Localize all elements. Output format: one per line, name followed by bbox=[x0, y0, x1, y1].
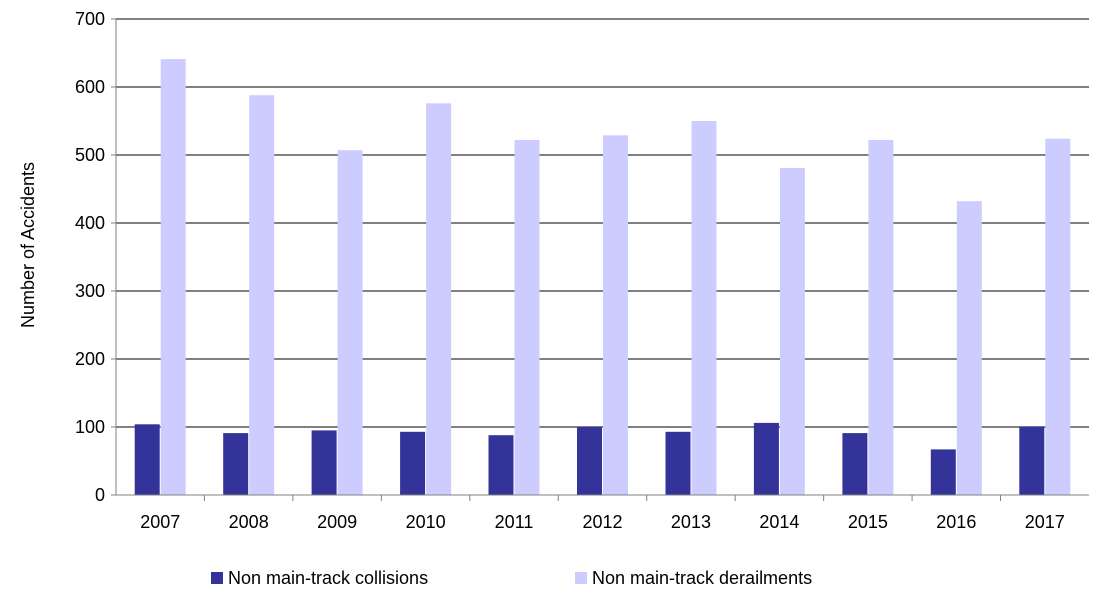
bar-collisions-2012 bbox=[577, 427, 602, 495]
y-axis-ticks: 0 100 200 300 400 500 600 700 bbox=[75, 9, 116, 505]
x-tick-label-2007: 2007 bbox=[140, 512, 180, 532]
y-tick-label: 500 bbox=[75, 145, 105, 165]
bar-derailments-2007 bbox=[160, 59, 186, 495]
bars bbox=[134, 59, 1071, 496]
y-tick-label: 300 bbox=[75, 281, 105, 301]
bar-collisions-2010 bbox=[400, 431, 426, 495]
y-tick-label: 200 bbox=[75, 349, 105, 369]
bar-collisions-2016 bbox=[930, 449, 956, 495]
bar-collisions-2008 bbox=[223, 433, 249, 495]
plot-area bbox=[116, 19, 1089, 495]
x-tick-label-2011: 2011 bbox=[495, 512, 534, 532]
x-tick-label-2012: 2012 bbox=[582, 512, 622, 532]
y-axis-title: Number of Accidents bbox=[18, 162, 38, 328]
legend-label-derailments: Non main-track derailments bbox=[592, 568, 812, 588]
bar-collisions-2015 bbox=[842, 433, 868, 495]
legend-swatch-derailments bbox=[575, 572, 587, 584]
bar-collisions-2009 bbox=[311, 430, 337, 495]
x-tick-label-2010: 2010 bbox=[406, 512, 446, 532]
bar-collisions-2017 bbox=[1019, 426, 1045, 495]
x-axis-ticks: 2007 2008 2009 2010 2011 2012 2013 2014 2015 2016… bbox=[140, 495, 1065, 532]
bar-derailments-2008 bbox=[249, 95, 275, 495]
bar-collisions-2007 bbox=[134, 424, 160, 495]
y-tick-label: 0 bbox=[95, 485, 105, 505]
x-tick-label-2017: 2017 bbox=[1025, 512, 1065, 532]
bar-collisions-2014 bbox=[753, 422, 779, 495]
x-tick-label-2009: 2009 bbox=[317, 512, 357, 532]
bar-derailments-2010 bbox=[426, 103, 452, 496]
y-tick-label: 400 bbox=[75, 213, 105, 233]
legend-label-collisions: Non main-track collisions bbox=[228, 568, 428, 588]
legend: Non main-track collisions Non main-track… bbox=[211, 568, 812, 588]
x-tick-label-2013: 2013 bbox=[671, 512, 711, 532]
bar-collisions-2013 bbox=[665, 431, 691, 495]
bar-derailments-2009 bbox=[337, 150, 363, 495]
y-tick-label: 100 bbox=[75, 417, 105, 437]
x-tick-label-2008: 2008 bbox=[229, 512, 269, 532]
bar-derailments-2017 bbox=[1045, 138, 1071, 495]
bar-derailments-2012 bbox=[603, 135, 628, 496]
bar-derailments-2014 bbox=[779, 167, 805, 495]
y-tick-label: 700 bbox=[75, 9, 105, 29]
x-tick-label-2015: 2015 bbox=[848, 512, 888, 532]
bar-derailments-2015 bbox=[868, 140, 894, 495]
bar-derailments-2011 bbox=[514, 140, 540, 495]
bar-derailments-2013 bbox=[691, 121, 717, 495]
gridlines bbox=[116, 18, 1089, 428]
bar-collisions-2011 bbox=[488, 435, 514, 495]
x-tick-label-2016: 2016 bbox=[936, 512, 976, 532]
x-tick-label-2014: 2014 bbox=[759, 512, 799, 532]
bar-derailments-2016 bbox=[956, 201, 982, 495]
y-tick-label: 600 bbox=[75, 77, 105, 97]
legend-swatch-collisions bbox=[211, 572, 223, 584]
